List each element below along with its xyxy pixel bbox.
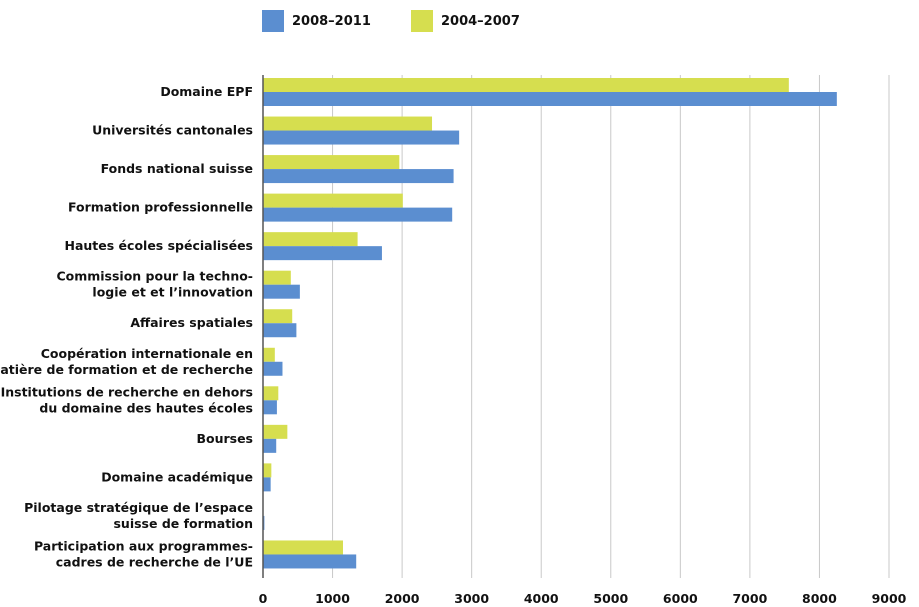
x-tick-label: 4000 — [524, 591, 559, 606]
category-label: Institutions de recherche en dehors — [1, 384, 253, 399]
legend-label-2008-2011: 2008–2011 — [292, 13, 371, 29]
category-label: Commission pour la techno- — [56, 269, 253, 284]
bar-2004-2007 — [263, 270, 291, 285]
category-label: Bourses — [196, 431, 253, 446]
x-tick-label: 3000 — [454, 591, 489, 606]
category-label: Domaine académique — [101, 469, 253, 484]
legend-label-2004-2007: 2004–2007 — [441, 13, 520, 29]
legend-item-2004-2007: 2004–2007 — [411, 10, 520, 32]
category-label: logie et et l’innovation — [92, 285, 253, 300]
bar-2004-2007 — [263, 309, 293, 324]
bar-2004-2007 — [263, 540, 343, 555]
x-tick-label: 5000 — [593, 591, 628, 606]
bar-2004-2007 — [263, 232, 358, 247]
legend-swatch-2004-2007 — [411, 10, 433, 32]
bar-2008-2011 — [263, 207, 453, 222]
bar-2008-2011 — [263, 246, 382, 261]
category-label: du domaine des hautes écoles — [39, 400, 253, 415]
x-tick-label: 1000 — [315, 591, 350, 606]
category-label: Universités cantonales — [92, 123, 253, 138]
category-label: Fonds national suisse — [101, 161, 253, 176]
bar-2008-2011 — [263, 169, 454, 184]
category-label: Coopération internationale en — [41, 346, 253, 361]
bar-2004-2007 — [263, 78, 789, 92]
category-label: Formation professionnelle — [68, 200, 253, 215]
category-label: suisse de formation — [113, 516, 253, 531]
x-tick-label: 0 — [259, 591, 268, 606]
bar-2004-2007 — [263, 424, 288, 439]
bar-2004-2007 — [263, 386, 279, 401]
x-tick-label: 6000 — [663, 591, 698, 606]
legend-item-2008-2011: 2008–2011 — [262, 10, 371, 32]
bar-2008-2011 — [263, 400, 277, 415]
bar-2008-2011 — [263, 477, 271, 492]
legend-swatch-2008-2011 — [262, 10, 284, 32]
bar-2004-2007 — [263, 193, 403, 208]
bar-2008-2011 — [263, 130, 460, 145]
bar-2008-2011 — [263, 323, 297, 338]
category-label: Hautes écoles spécialisées — [65, 238, 253, 253]
x-tick-label: 8000 — [802, 591, 837, 606]
category-label: matière de formation et de recherche — [0, 362, 253, 377]
category-label: cadres de recherche de l’UE — [56, 554, 253, 569]
category-label: Participation aux programmes- — [34, 538, 253, 553]
bar-2004-2007 — [263, 463, 272, 478]
category-label: Domaine EPF — [160, 84, 253, 99]
x-tick-label: 2000 — [385, 591, 420, 606]
x-tick-label: 7000 — [732, 591, 767, 606]
category-label: Affaires spatiales — [130, 315, 253, 330]
bar-2008-2011 — [263, 554, 357, 569]
bar-2008-2011 — [263, 438, 277, 453]
bar-2004-2007 — [263, 347, 275, 362]
x-tick-label: 9000 — [872, 591, 907, 606]
bar-2008-2011 — [263, 92, 837, 106]
bar-2008-2011 — [263, 284, 300, 299]
bar-2004-2007 — [263, 155, 400, 170]
bar-2004-2007 — [263, 116, 433, 131]
category-label: Pilotage stratégique de l’espace — [24, 500, 253, 515]
bar-2008-2011 — [263, 361, 283, 376]
